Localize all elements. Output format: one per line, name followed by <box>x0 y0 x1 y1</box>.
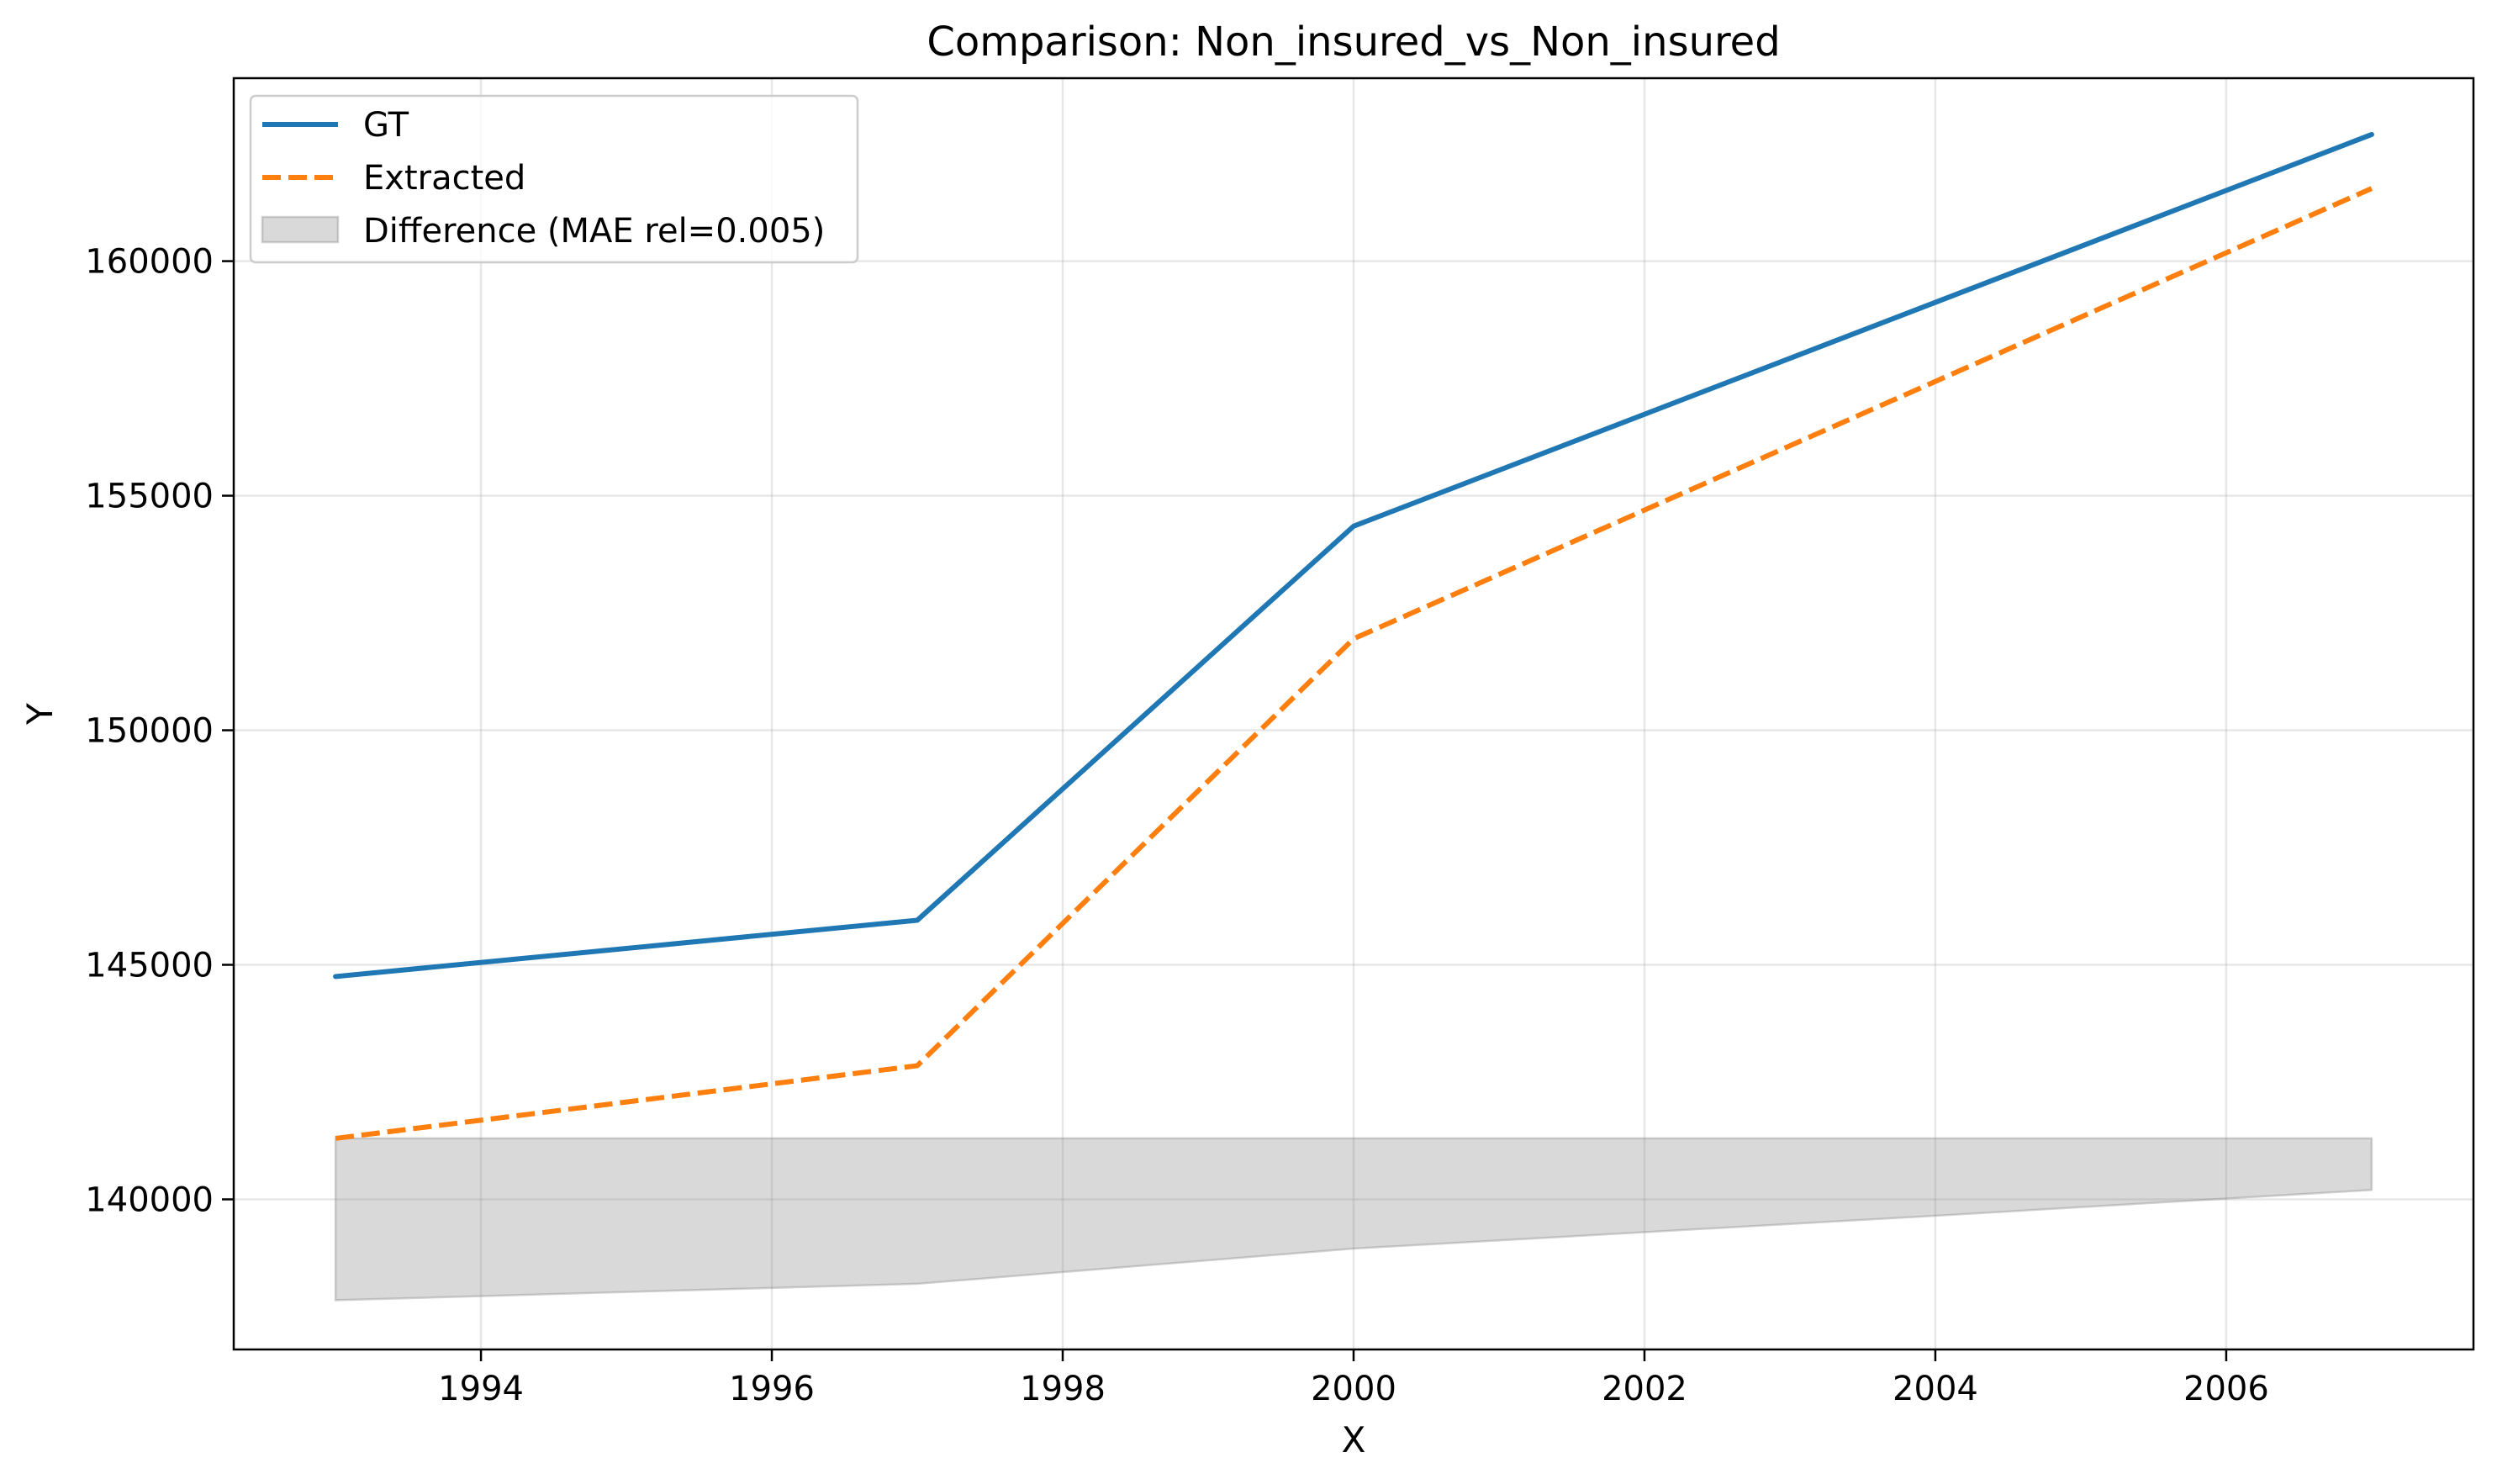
y-tick-label: 145000 <box>85 946 214 985</box>
x-axis-label: X <box>1342 1419 1366 1460</box>
series-line-extracted <box>335 186 2373 1141</box>
y-tick-label: 150000 <box>85 712 214 751</box>
x-tick-label: 1996 <box>729 1370 815 1408</box>
x-tick-label: 2004 <box>1893 1370 1978 1408</box>
x-tick-label: 2002 <box>1602 1370 1687 1408</box>
legend: GT Extracted Difference (MAE rel=0.005) <box>249 94 859 264</box>
x-tick-label: 2000 <box>1311 1370 1396 1408</box>
legend-difference-label: Difference (MAE rel=0.005) <box>363 212 825 251</box>
legend-box <box>249 94 859 264</box>
x-tick-label: 1998 <box>1020 1370 1106 1408</box>
tick-layer: 1994 1996 1998 2000 2002 2004 2006 140000 145000… <box>85 243 2269 1408</box>
series-line-gt <box>333 131 2374 980</box>
legend-gt-label: GT <box>363 106 409 145</box>
y-tick-label: 140000 <box>85 1180 214 1219</box>
x-tick-label: 2006 <box>2183 1370 2269 1408</box>
difference-band <box>334 1137 2373 1302</box>
y-tick-label: 155000 <box>85 478 214 516</box>
difference-band-layer <box>334 1137 2373 1302</box>
y-tick-label: 160000 <box>85 243 214 282</box>
legend-difference-swatch <box>261 215 340 244</box>
y-axis-label: Y <box>19 703 61 726</box>
x-tick-label: 1994 <box>438 1370 524 1408</box>
chart-title: Comparison: Non_insured_vs_Non_insured <box>926 18 1780 66</box>
series-layer <box>333 131 2374 1141</box>
legend-extracted-label: Extracted <box>363 159 525 198</box>
